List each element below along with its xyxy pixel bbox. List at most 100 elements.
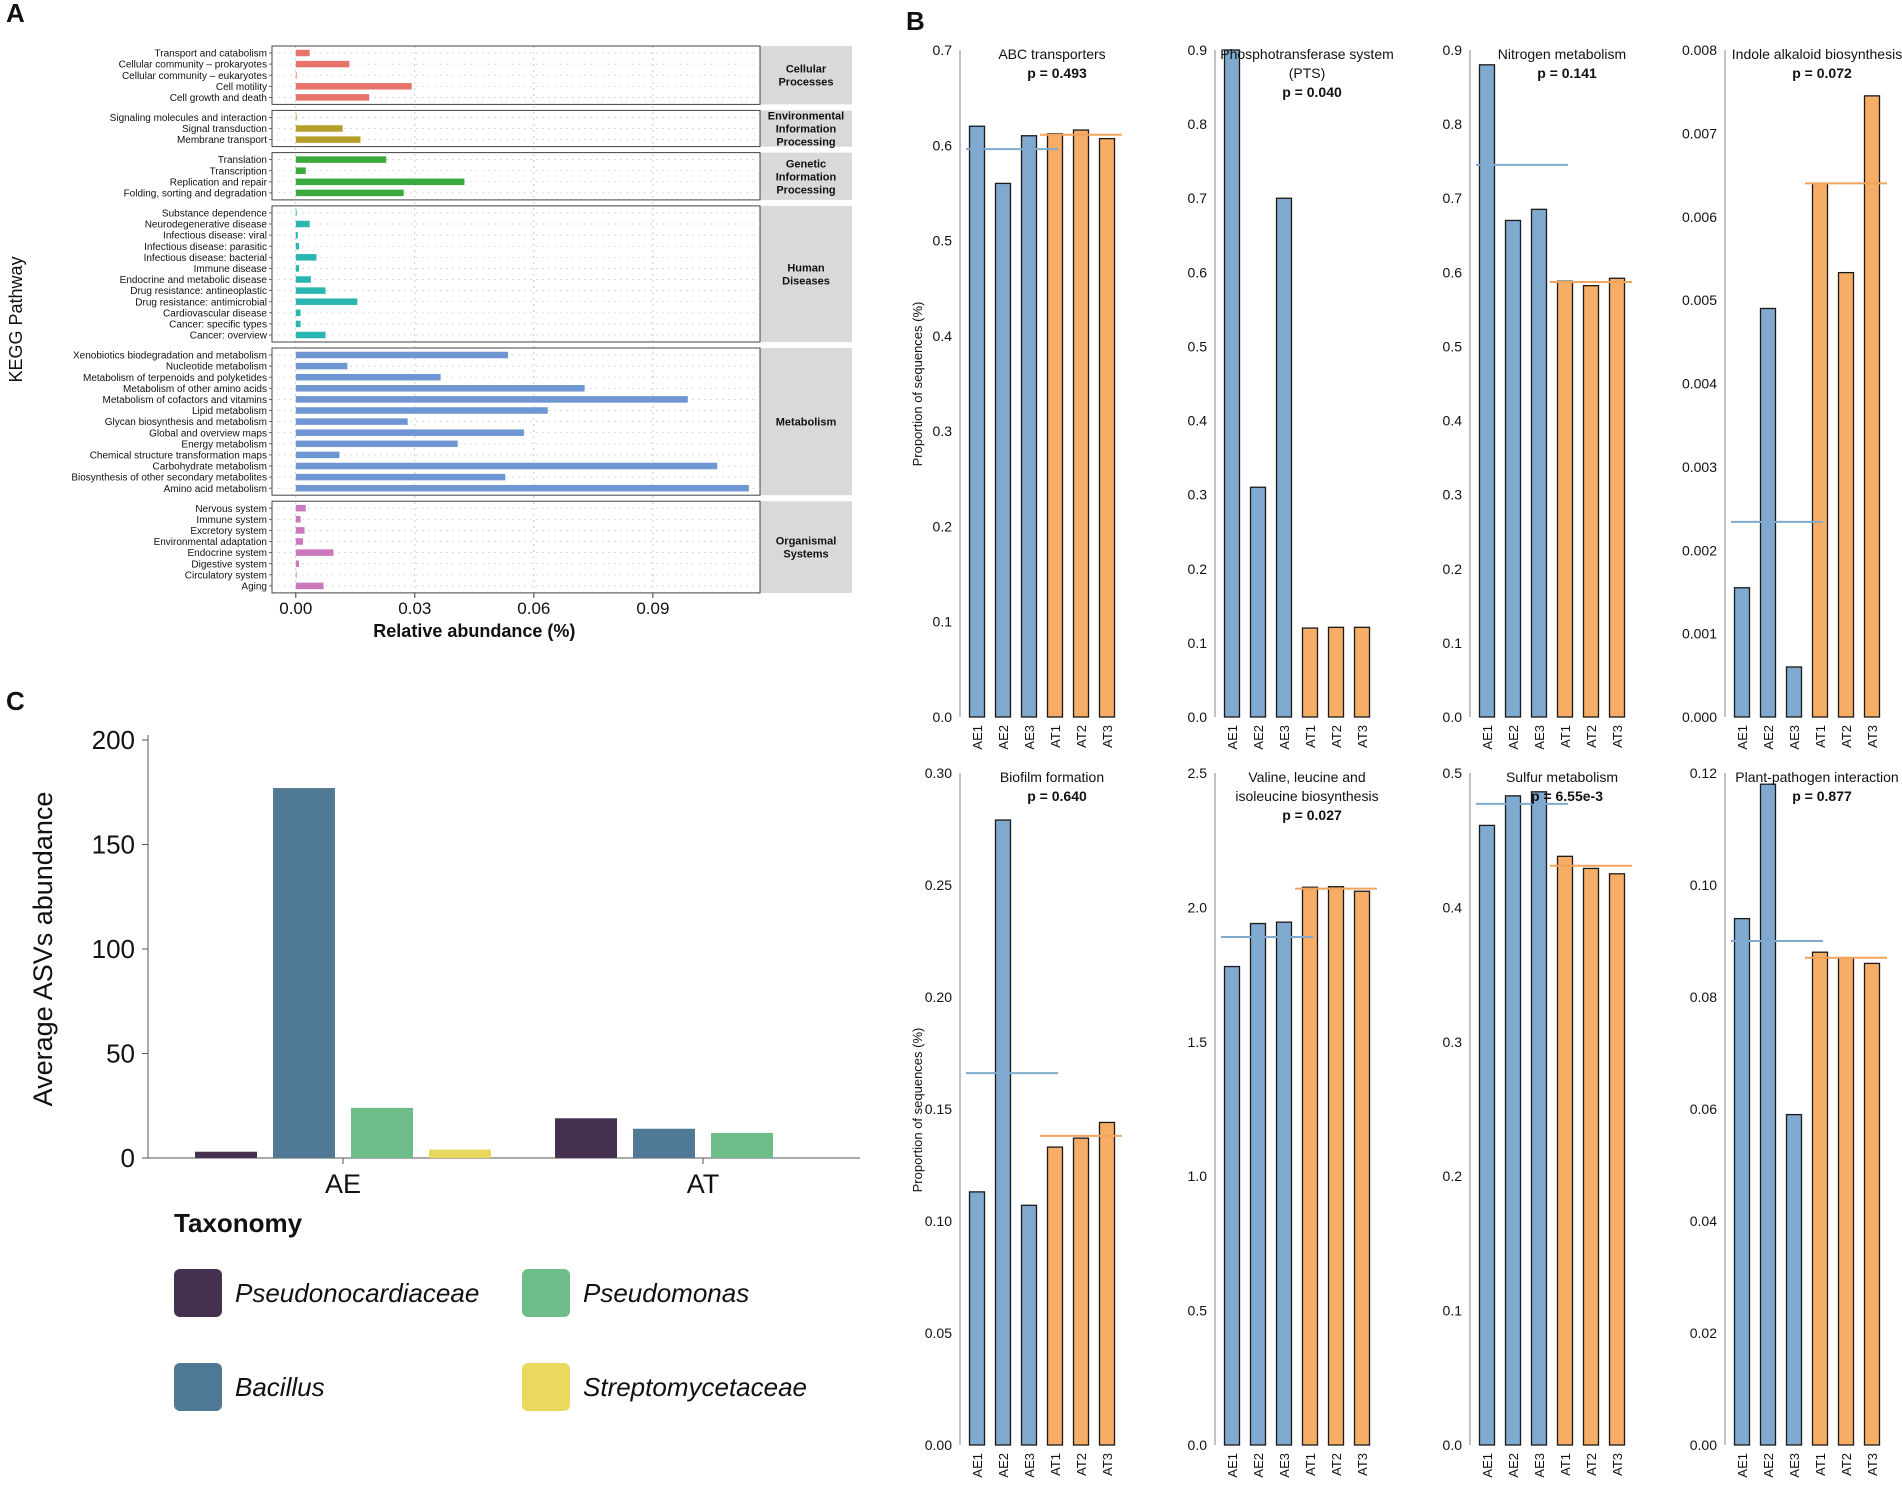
x-tick-label: 0.03 [398, 599, 431, 618]
pathway-label: Metabolism of terpenoids and polyketides [83, 373, 267, 384]
sample-bar [1530, 208, 1548, 718]
group-label: Processes [778, 77, 833, 89]
sample-bar [1020, 135, 1038, 718]
pathway-label: Cellular community – eukaryotes [122, 71, 267, 82]
pathway-bar [295, 231, 298, 239]
sample-bar [968, 1191, 986, 1446]
group-frame [271, 205, 761, 343]
sample-bar [1327, 886, 1345, 1446]
pathway-bar [295, 178, 465, 186]
pathway-bar [295, 298, 358, 305]
x-tick-label: AE3 [1022, 1453, 1037, 1478]
pathway-bar [295, 276, 311, 283]
asv-bar [351, 1107, 413, 1158]
x-tick-label: AE [325, 1169, 361, 1199]
pathway-bar [295, 60, 350, 68]
pathway-label: Circulatory system [185, 570, 267, 581]
asv-bar [273, 788, 335, 1158]
x-tick-label: AE1 [1480, 725, 1495, 750]
sample-bar [1608, 277, 1626, 718]
pathway-bar [295, 83, 412, 90]
y-tick-label: 0.9 [1188, 42, 1208, 58]
pathway-label: Neurodegenerative disease [145, 220, 268, 231]
pathway-label: Digestive system [191, 559, 267, 570]
pathway-bar [295, 189, 404, 197]
x-axis-label: Relative abundance (%) [373, 621, 575, 641]
group-label: Information [776, 124, 837, 136]
y-tick-label: 50 [106, 1039, 135, 1069]
y-tick-label: 100 [92, 934, 135, 964]
x-tick-label: AE2 [1506, 725, 1521, 750]
subplot-title: isoleucine biosynthesis [1235, 788, 1378, 804]
p-value-label: p = 0.027 [1282, 807, 1342, 823]
pathway-bar [295, 429, 524, 436]
y-tick-label: 0.5 [1443, 338, 1463, 354]
sample-bar [1098, 1121, 1116, 1446]
group-strip [760, 152, 852, 200]
pathway-bar [295, 538, 303, 545]
y-tick-label: 0.5 [1188, 1303, 1208, 1319]
x-tick-label: AE1 [970, 1453, 985, 1478]
x-tick-label: 0.09 [636, 599, 669, 618]
y-tick-label: 1.5 [1188, 1034, 1208, 1050]
pathway-label: Transcription [210, 166, 267, 177]
y-tick-label: 0.10 [925, 1213, 952, 1229]
sample-bar [1478, 64, 1496, 718]
pathway-subplot: 0.0 0.1 0.2 0.3 0.4 0.5 0.6 0.7 AE1 AE2 AE3 AT1 AT2 A… [933, 42, 1122, 750]
pathway-subplot: 0.000 0.001 0.002 0.003 0.004 0.005 0.006 0.007… [1682, 42, 1902, 750]
sample-bar [1556, 855, 1574, 1446]
y-tick-label: 0.008 [1682, 42, 1717, 58]
x-tick-label: AT2 [1074, 1453, 1089, 1476]
sample-bar [994, 819, 1012, 1446]
x-tick-label: AE2 [1506, 1453, 1521, 1478]
pathway-label: Substance dependence [162, 209, 268, 220]
x-tick-label: AT2 [1839, 725, 1854, 748]
group-strip [760, 205, 852, 342]
x-tick-label: AT1 [1048, 725, 1063, 748]
group-label: Metabolism [776, 417, 837, 429]
panel-c-asv-chart: 0 50 100 150 200 Average ASVs abundance AE AT Ta… [28, 725, 860, 1411]
x-tick-label: AE2 [1761, 1453, 1776, 1478]
pathway-label: Glycan biosynthesis and metabolism [105, 417, 267, 428]
x-tick-label: AT1 [1558, 1453, 1573, 1476]
y-tick-label: 0.1 [1443, 1303, 1463, 1319]
pathway-label: Nucleotide metabolism [166, 362, 267, 373]
sample-bar [1046, 133, 1064, 718]
pathway-label: Nervous system [195, 504, 267, 515]
pathway-bar [295, 571, 297, 579]
sample-bar [1733, 917, 1751, 1446]
x-tick-label: AT2 [1839, 1453, 1854, 1476]
pathway-label: Energy metabolism [181, 439, 267, 450]
sample-bar [1353, 890, 1371, 1446]
group-label: Organismal [776, 536, 837, 548]
x-tick-label: AT3 [1100, 1453, 1115, 1476]
sample-bar [1275, 197, 1293, 718]
y-tick-label: 0.8 [1188, 116, 1208, 132]
y-tick-label: 0.1 [1443, 635, 1463, 651]
group-label: Processing [776, 184, 835, 196]
x-tick-label: AE3 [1277, 725, 1292, 750]
sample-bar [1785, 666, 1803, 718]
group-strip [760, 110, 852, 147]
sample-bar [1072, 129, 1090, 718]
legend-swatch [174, 1269, 222, 1317]
panel-label-a: A [6, 0, 25, 28]
p-value-label: p = 0.640 [1027, 788, 1087, 804]
pathway-bar [295, 136, 361, 143]
pathway-label: Translation [218, 155, 267, 166]
group-label: Human [787, 262, 825, 274]
pathway-bar [295, 287, 326, 294]
pathway-label: Infectious disease: bacterial [144, 253, 267, 264]
subplot-title: Sulfur metabolism [1506, 769, 1618, 785]
pathway-bar [295, 242, 299, 250]
sample-bar [1301, 627, 1319, 718]
x-tick-label: AT1 [1303, 1453, 1318, 1476]
pathway-bar [295, 94, 370, 101]
y-tick-label: 0.0 [1188, 709, 1208, 725]
pathway-bar [295, 407, 548, 414]
x-tick-label: AT3 [1610, 1453, 1625, 1476]
y-tick-label: 0.8 [1443, 116, 1463, 132]
sample-bar [1582, 867, 1600, 1446]
y-tick-label: 0.001 [1682, 626, 1717, 642]
